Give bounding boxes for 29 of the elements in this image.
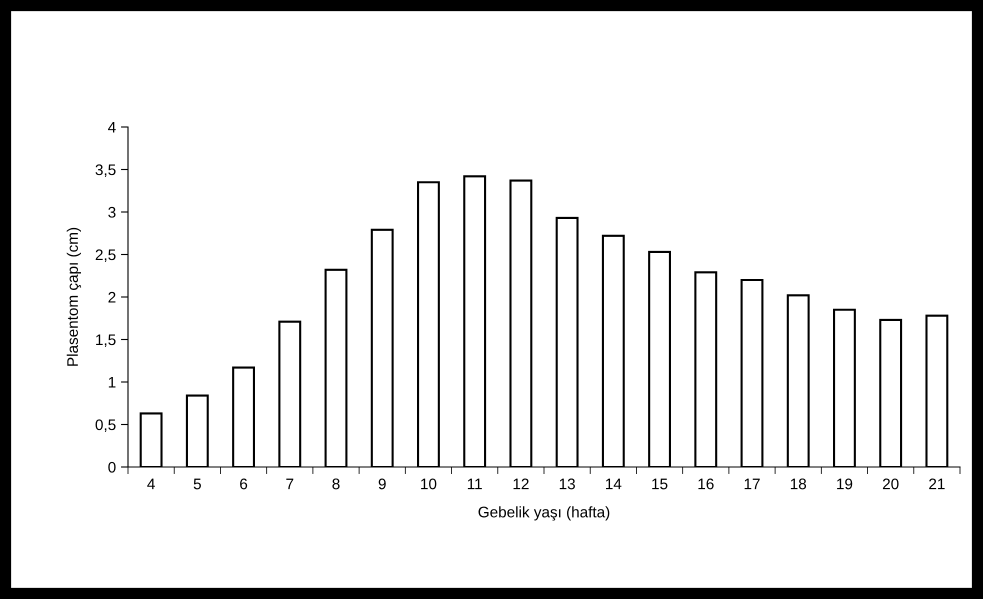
y-tick-label: 3,5 [96, 164, 116, 177]
x-tick-label: 9 [378, 478, 386, 490]
x-tick-label: 5 [194, 478, 201, 490]
x-tick-label: 19 [837, 478, 852, 490]
y-tick-label: 0 [108, 462, 116, 473]
x-tick-label: 10 [421, 478, 436, 490]
x-tick-label: 4 [147, 478, 155, 490]
x-tick-label: 17 [744, 478, 760, 490]
y-axis-title: Plasentom çapı (cm) [66, 228, 82, 366]
x-tick-label: 20 [882, 478, 899, 490]
x-tick-label: 15 [652, 478, 668, 490]
x-tick-label: 16 [698, 478, 714, 490]
x-tick-label: 14 [606, 478, 622, 490]
x-tick-label: 18 [790, 478, 806, 490]
x-tick-label: 6 [240, 478, 248, 490]
y-tick-label: 2,5 [96, 249, 116, 262]
y-tick-label: 2 [108, 292, 116, 303]
y-tick-label: 0,5 [96, 419, 116, 432]
x-tick-label: 7 [286, 478, 294, 490]
x-tick-label: 11 [468, 478, 482, 490]
y-tick-label: 4 [108, 122, 116, 133]
x-tick-label: 13 [560, 478, 575, 490]
y-tick-label: 1 [108, 377, 116, 388]
x-axis-title: Gebelik yaşı (hafta) [478, 506, 610, 521]
x-tick-label: 8 [332, 478, 340, 490]
x-tick-label: 21 [929, 478, 945, 490]
x-tick-label: 12 [514, 478, 529, 490]
y-tick-label: 1,5 [96, 334, 116, 347]
y-tick-label: 3 [108, 206, 116, 218]
